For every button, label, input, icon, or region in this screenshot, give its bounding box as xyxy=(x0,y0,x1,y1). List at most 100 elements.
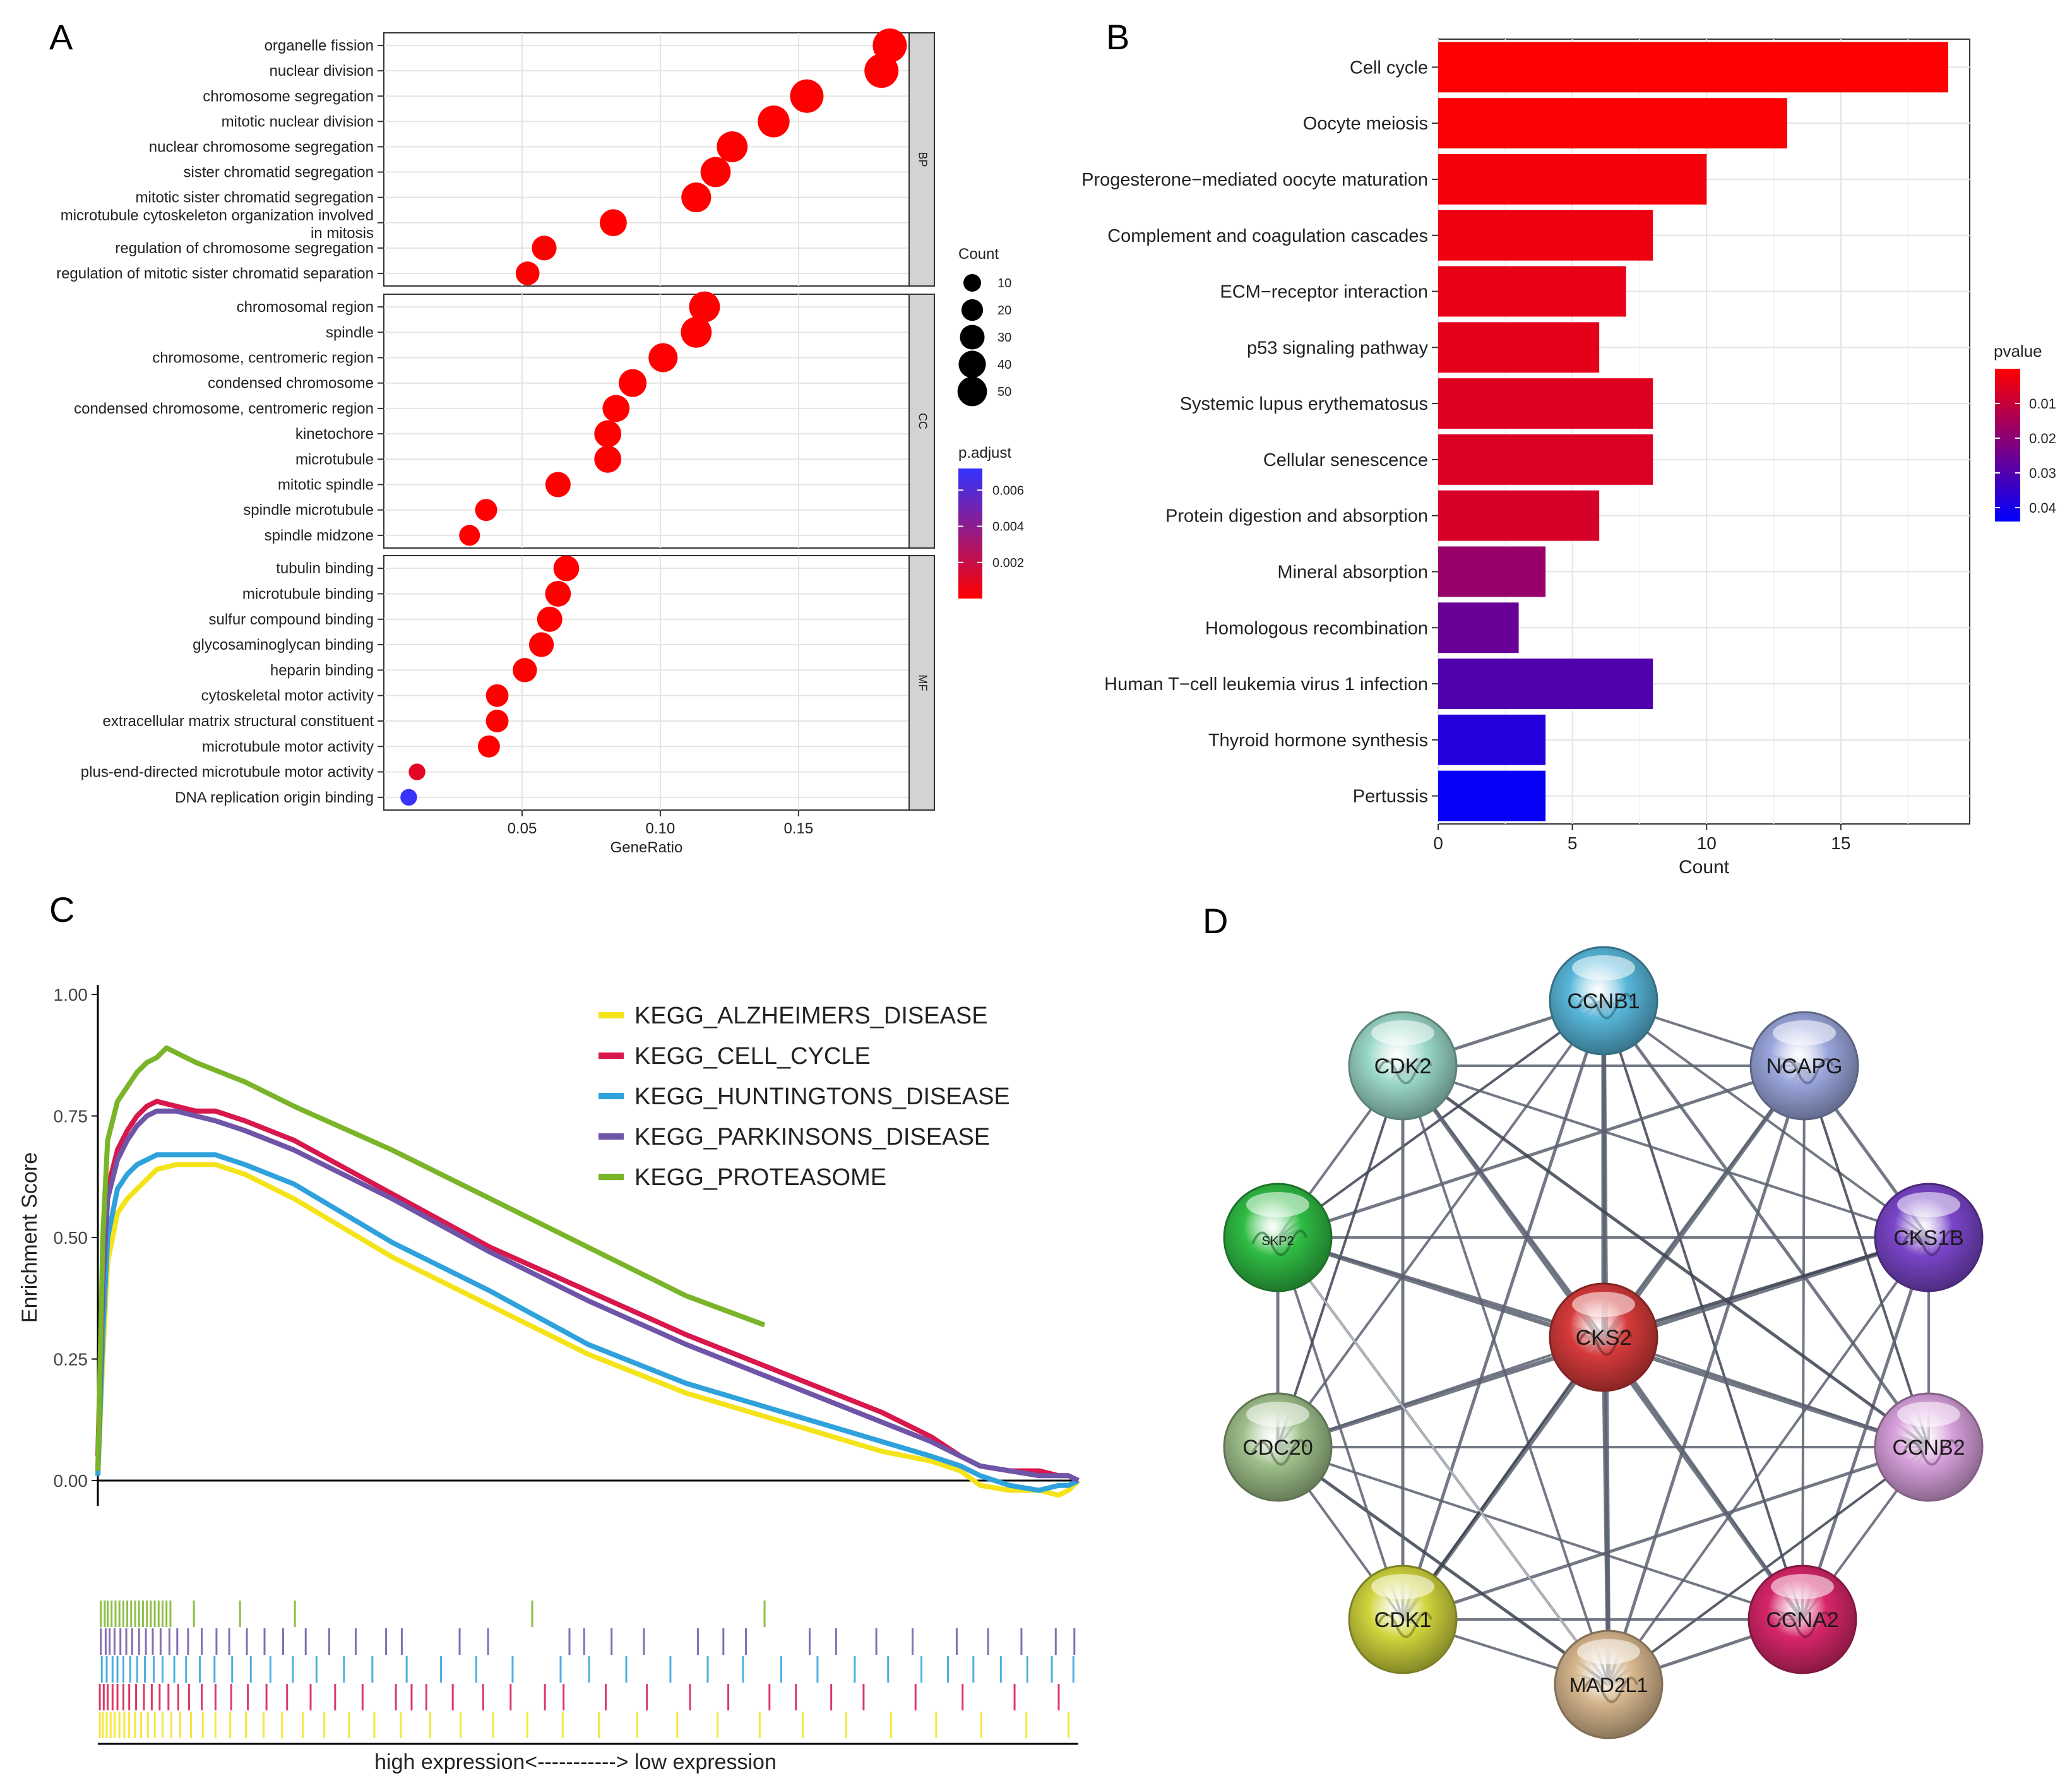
bar xyxy=(1438,42,1948,93)
panel-letter-a: A xyxy=(49,17,73,57)
node-label: NCAPG xyxy=(1766,1054,1843,1078)
pvalue-legend: pvalue 0.01 0.02 0.03 0.04 xyxy=(1994,342,2056,522)
term-label: cytoskeletal motor activity xyxy=(201,688,374,705)
node-ccnb1: CCNB1 xyxy=(1549,946,1658,1056)
category-label: Pertussis xyxy=(1353,787,1428,807)
y-tick-label: 0.50 xyxy=(54,1228,88,1248)
node-label: MAD2L1 xyxy=(1569,1674,1648,1697)
category-label: p53 signaling pathway xyxy=(1247,338,1428,358)
node-label: CDC20 xyxy=(1242,1436,1313,1460)
term-label: sister chromatid segregation xyxy=(184,164,374,181)
color-bar xyxy=(1995,369,2020,522)
hit-tick-row xyxy=(98,1684,1060,1710)
bar xyxy=(1438,659,1653,709)
bar xyxy=(1438,154,1707,205)
term-label: microtubule xyxy=(295,451,374,468)
bar xyxy=(1438,714,1546,765)
hit-tick-row xyxy=(98,1712,1069,1738)
term-label: organelle fission xyxy=(265,37,374,54)
protein-structure-icon xyxy=(1577,993,1633,1020)
legend-label: 0.03 xyxy=(2029,465,2056,481)
data-point xyxy=(600,209,627,237)
legend-label: 0.004 xyxy=(992,520,1024,534)
node-label: CDK1 xyxy=(1374,1608,1432,1632)
facet-strip xyxy=(908,32,935,287)
data-point xyxy=(477,735,500,758)
legend-label: 40 xyxy=(997,358,1011,372)
term-label: extracellular matrix structural constitu… xyxy=(103,713,374,730)
term-label: condensed chromosome xyxy=(208,375,374,392)
category-label: Complement and coagulation cascades xyxy=(1107,226,1428,246)
node-highlight xyxy=(1371,1020,1434,1046)
facet-strip xyxy=(908,294,935,549)
data-point xyxy=(790,79,824,113)
legend-size-dot xyxy=(958,350,986,378)
protein-structure-icon xyxy=(1251,1439,1307,1466)
term-label: spindle microtubule xyxy=(243,502,374,519)
node-highlight xyxy=(1572,955,1635,981)
series-line xyxy=(95,1099,1080,1483)
protein-structure-icon xyxy=(1776,1611,1832,1638)
category-label: Oocyte meiosis xyxy=(1303,114,1428,134)
category-label: Progesterone−mediated oocyte maturation xyxy=(1081,170,1428,190)
data-point xyxy=(681,316,712,348)
node-highlight xyxy=(1572,1292,1635,1317)
data-point xyxy=(545,472,571,498)
facet-mf: tubulin binding microtubule binding sulfur… xyxy=(81,555,935,811)
node-highlight xyxy=(1897,1402,1960,1427)
edge xyxy=(1603,1336,1929,1448)
term-label: mitotic spindle xyxy=(278,477,374,494)
protein-structure-icon xyxy=(1577,1329,1633,1356)
y-tick-label: 1.00 xyxy=(54,985,88,1005)
node-cdk1: CDK1 xyxy=(1348,1565,1458,1674)
bar xyxy=(1438,266,1626,317)
y-tick-label: 0.25 xyxy=(54,1350,88,1369)
facet-cc: chromosomal region spindle chromosome, cen… xyxy=(74,291,935,549)
edge xyxy=(1277,999,1605,1448)
panel-letter-d: D xyxy=(1203,901,1228,941)
x-tick-label: 0.05 xyxy=(508,820,537,837)
facet-strip-label: CC xyxy=(916,413,929,429)
x-tick-label: 0.15 xyxy=(783,820,813,837)
legend-label: 30 xyxy=(997,331,1011,345)
facet-strip xyxy=(908,555,935,811)
edge xyxy=(1402,1065,1610,1685)
data-point xyxy=(700,157,731,188)
panel-b-bar-chart: Cell cycle Oocyte meiosis Progesterone−med… xyxy=(1081,39,2056,878)
data-point xyxy=(459,525,480,546)
x-tick-label: 10 xyxy=(1697,833,1717,853)
count-legend: Count 10 20 30 40 50 xyxy=(957,246,1011,407)
category-label: Mineral absorption xyxy=(1277,562,1428,582)
data-point xyxy=(594,445,622,473)
panel-c-enrichment-plot: 0.00 0.25 0.50 0.75 1.00 Enrichment Score KEGG… xyxy=(18,985,1080,1774)
node-ccna2: CCNA2 xyxy=(1748,1565,1857,1674)
term-label: regulation of mitotic sister chromatid s… xyxy=(56,265,374,282)
category-label: Systemic lupus erythematosus xyxy=(1180,394,1428,414)
edge xyxy=(1602,1064,1806,1339)
protein-structure-icon xyxy=(1376,1611,1432,1638)
node-highlight xyxy=(1771,1574,1834,1599)
data-point xyxy=(475,499,497,522)
node-skp2: SKP2 xyxy=(1223,1183,1333,1292)
legend-label: 0.006 xyxy=(992,484,1024,498)
data-point xyxy=(513,658,537,683)
term-label: chromosome segregation xyxy=(203,88,374,105)
legend-size-dot xyxy=(960,325,985,350)
category-label: Cell cycle xyxy=(1350,57,1428,78)
legend-label: KEGG_PROTEASOME xyxy=(634,1164,886,1191)
category-label: Cellular senescence xyxy=(1263,450,1428,470)
term-label: microtubule motor activity xyxy=(202,738,374,755)
bar xyxy=(1438,434,1653,485)
edge xyxy=(1402,1064,1605,1339)
bar xyxy=(1438,770,1546,821)
category-label: Thyroid hormone synthesis xyxy=(1208,730,1428,751)
data-point xyxy=(545,581,571,607)
protein-structure-icon xyxy=(1582,1676,1638,1703)
term-label: in mitosis xyxy=(311,225,374,242)
bar xyxy=(1438,378,1653,429)
panel-letter-c: C xyxy=(49,890,74,929)
edge xyxy=(1277,1237,1610,1685)
term-label: chromosomal region xyxy=(237,299,374,316)
edge xyxy=(1801,1065,1806,1620)
